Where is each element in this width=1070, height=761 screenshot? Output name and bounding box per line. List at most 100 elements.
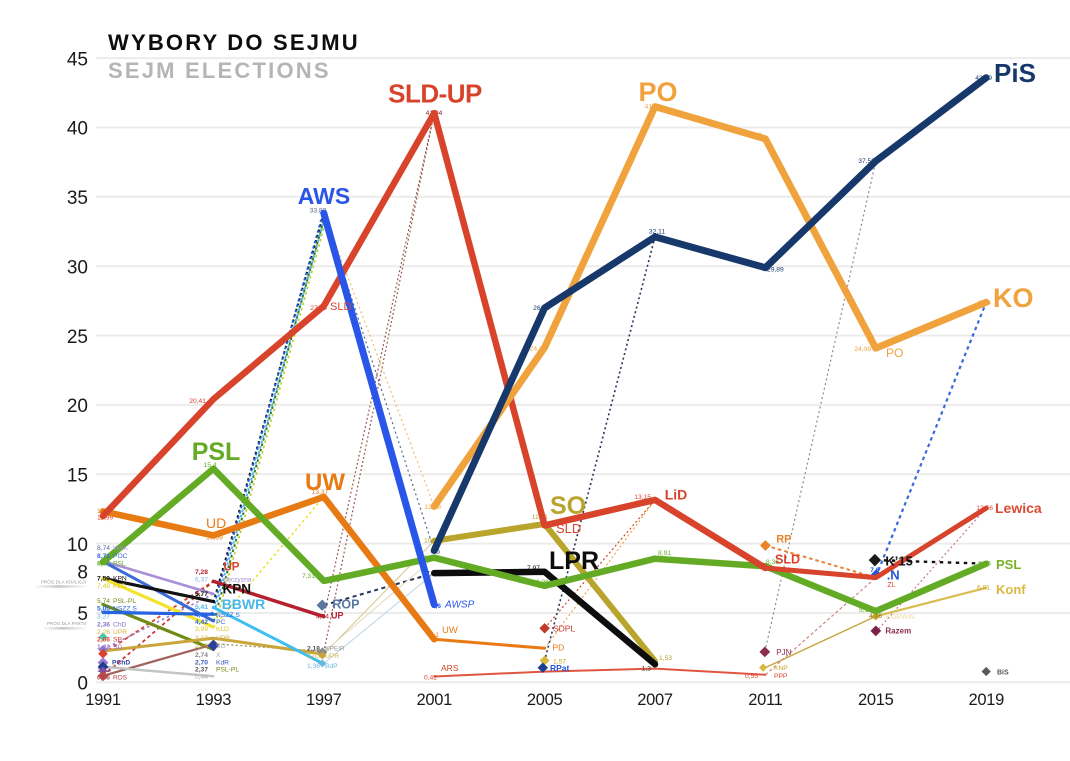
svg-text:4,74: 4,74	[316, 614, 329, 621]
svg-text:.N: .N	[887, 568, 900, 583]
svg-text:2005: 2005	[527, 691, 563, 709]
svg-text:POC: POC	[113, 553, 128, 560]
svg-text:8,71: 8,71	[97, 553, 110, 560]
svg-text:0,42: 0,42	[424, 675, 437, 682]
svg-text:PJN: PJN	[776, 648, 791, 657]
svg-text:8: 8	[77, 563, 88, 584]
svg-text:KdR: KdR	[216, 660, 229, 667]
svg-text:LiD: LiD	[665, 487, 688, 503]
svg-text:SLD-UP: SLD-UP	[388, 79, 482, 109]
svg-text:4,90: 4,90	[195, 612, 208, 619]
svg-text:NSZZ S: NSZZ S	[113, 606, 137, 613]
svg-text:20: 20	[67, 396, 88, 417]
svg-text:K’15: K’15	[885, 554, 912, 569]
svg-text:PRÓG DLA PARTII: PRÓG DLA PARTII	[47, 620, 86, 626]
svg-text:2,26: 2,26	[97, 629, 110, 636]
svg-text:40: 40	[67, 119, 88, 140]
svg-text:1,42: 1,42	[97, 644, 110, 651]
svg-text:Konf: Konf	[996, 582, 1026, 597]
svg-text:1991: 1991	[85, 691, 121, 709]
svg-text:1,53: 1,53	[659, 655, 672, 662]
svg-text:PSL: PSL	[192, 438, 241, 466]
svg-text:2,78: 2,78	[195, 643, 208, 650]
svg-text:1,36: 1,36	[307, 663, 320, 670]
svg-text:5: 5	[77, 604, 88, 625]
svg-text:PPP: PPP	[774, 673, 788, 680]
svg-text:KPN: KPN	[223, 582, 252, 597]
svg-text:5,13: 5,13	[859, 607, 872, 614]
svg-text:6,81: 6,81	[977, 585, 990, 592]
svg-text:SO: SO	[550, 492, 586, 520]
svg-text:7,97: 7,97	[527, 565, 540, 572]
svg-text:BdP: BdP	[325, 663, 338, 670]
svg-text:SO: SO	[216, 643, 226, 650]
svg-text:8,67: 8,67	[97, 561, 110, 568]
svg-text:7,31: 7,31	[302, 573, 315, 580]
svg-text:SLD: SLD	[775, 553, 800, 567]
svg-text:6,37: 6,37	[195, 577, 208, 584]
svg-text:2011: 2011	[748, 691, 782, 709]
svg-text:1997: 1997	[306, 691, 342, 709]
svg-text:1,12: 1,12	[97, 667, 110, 674]
svg-text:2,70: 2,70	[195, 660, 208, 667]
svg-text:37,58: 37,58	[858, 158, 875, 165]
svg-text:35: 35	[67, 188, 88, 209]
svg-text:WAK: WAK	[113, 545, 129, 552]
svg-text:30: 30	[67, 257, 88, 278]
svg-text:KO: KO	[993, 283, 1034, 313]
svg-text:1993: 1993	[196, 691, 232, 709]
svg-text:KORWiN: KORWiN	[886, 614, 914, 621]
svg-text:8,91: 8,91	[658, 550, 671, 557]
svg-text:15,4: 15,4	[203, 462, 216, 469]
svg-text:2,18: 2,18	[307, 646, 320, 653]
svg-text:2,06: 2,06	[97, 637, 110, 644]
svg-text:7,28: 7,28	[195, 569, 208, 576]
svg-text:KPN: KPN	[113, 576, 127, 583]
svg-text:ROP: ROP	[332, 598, 359, 612]
svg-text:2019: 2019	[968, 691, 1004, 709]
svg-text:8,36: 8,36	[766, 559, 779, 566]
svg-text:X: X	[216, 652, 221, 659]
svg-text:8,74: 8,74	[97, 545, 110, 552]
svg-text:UW: UW	[442, 625, 458, 636]
svg-text:7,49: 7,49	[97, 583, 110, 590]
svg-text:PSL-PL: PSL-PL	[113, 598, 136, 605]
svg-text:UD: UD	[206, 515, 226, 531]
svg-text:13,15: 13,15	[634, 494, 651, 501]
svg-text:KLD: KLD	[216, 626, 229, 633]
svg-text:SD: SD	[113, 644, 122, 651]
svg-text:20,41: 20,41	[189, 398, 206, 405]
svg-text:2007: 2007	[637, 691, 673, 709]
svg-text:UPR: UPR	[216, 635, 230, 642]
svg-text:3,27: 3,27	[97, 614, 110, 621]
svg-text:5,77: 5,77	[195, 591, 208, 598]
svg-text:SEJM ELECTIONS: SEJM ELECTIONS	[108, 58, 331, 83]
svg-text:10: 10	[67, 535, 88, 556]
svg-text:1,57: 1,57	[553, 659, 566, 666]
svg-text:3,99: 3,99	[195, 626, 208, 633]
svg-text:Razem: Razem	[885, 627, 911, 636]
svg-text:13,37: 13,37	[312, 489, 329, 496]
svg-text:PSL: PSL	[996, 557, 1021, 572]
svg-text:PRÓG DLA KOALICJI: PRÓG DLA KOALICJI	[41, 578, 86, 584]
svg-text:29,89: 29,89	[767, 267, 784, 274]
svg-text:PO: PO	[638, 77, 677, 107]
svg-text:SLD: SLD	[330, 301, 351, 313]
svg-text:7,6: 7,6	[870, 567, 880, 574]
svg-text:PiS: PiS	[994, 58, 1036, 88]
svg-text:NSZZ S: NSZZ S	[216, 612, 240, 619]
svg-text:2,36: 2,36	[97, 622, 110, 629]
svg-text:PD: PD	[553, 643, 565, 653]
svg-text:0: 0	[77, 674, 88, 695]
svg-text:SLD: SLD	[556, 521, 581, 536]
svg-text:2015: 2015	[858, 691, 894, 709]
svg-text:ChD: ChD	[113, 622, 127, 629]
svg-text:25: 25	[67, 327, 88, 348]
svg-text:UP: UP	[224, 562, 240, 574]
svg-text:PO: PO	[886, 346, 903, 360]
svg-text:KPEiR: KPEiR	[325, 646, 345, 653]
svg-text:PChD: PChD	[112, 660, 130, 667]
svg-text:2,37: 2,37	[195, 667, 208, 674]
svg-text:5,05: 5,05	[97, 606, 110, 613]
svg-text:0,55: 0,55	[745, 673, 758, 680]
